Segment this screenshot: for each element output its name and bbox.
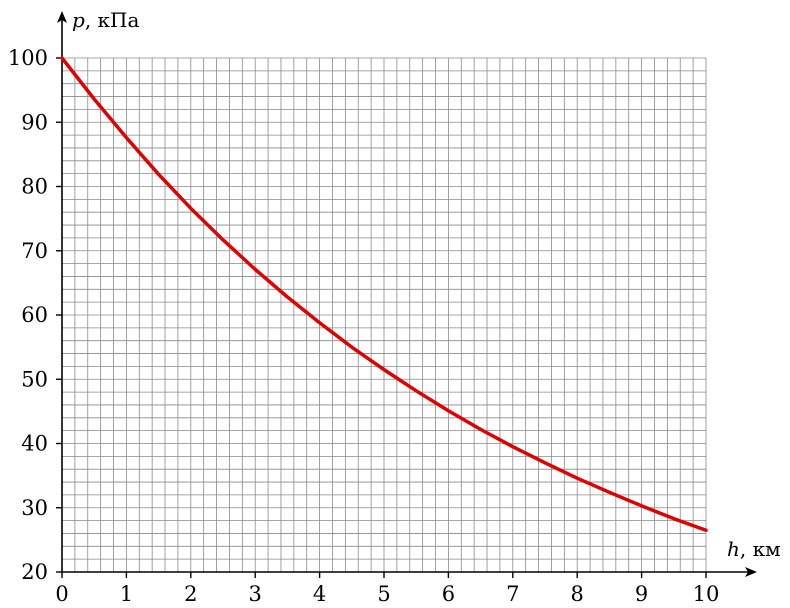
x-axis-arrow-icon <box>745 567 757 577</box>
x-tick-label: 4 <box>313 582 326 606</box>
x-tick-label: 7 <box>506 582 519 606</box>
y-tick-label: 20 <box>21 560 48 584</box>
x-tick-label: 6 <box>442 582 455 606</box>
y-tick-label: 50 <box>21 367 48 391</box>
y-tick-label: 70 <box>21 239 48 263</box>
x-tick-label: 3 <box>249 582 262 606</box>
x-tick-label: 2 <box>184 582 197 606</box>
x-tick-labels: 0 1 2 3 4 5 6 7 8 9 10 <box>55 572 719 606</box>
y-axis-var: p <box>72 8 85 32</box>
y-tick-label: 40 <box>21 432 48 456</box>
x-tick-label: 0 <box>55 582 68 606</box>
x-tick-label: 9 <box>635 582 648 606</box>
x-tick-label: 8 <box>571 582 584 606</box>
y-tick-label: 100 <box>8 46 48 70</box>
y-tick-label: 30 <box>21 496 48 520</box>
x-tick-label: 10 <box>693 582 720 606</box>
grid <box>61 57 707 573</box>
pressure-curve <box>60 56 708 532</box>
series-layer <box>60 56 708 532</box>
y-tick-labels: 20 30 40 50 60 70 80 90 100 <box>8 46 62 584</box>
y-tick-label: 90 <box>21 110 48 134</box>
y-axis-label: p, кПа <box>72 8 139 32</box>
y-tick-label: 60 <box>21 303 48 327</box>
x-axis-label: h, км <box>727 537 781 561</box>
y-tick-label: 80 <box>21 175 48 199</box>
y-axis-arrow-icon <box>57 11 67 23</box>
x-axis-var: h <box>727 537 740 561</box>
x-axis-unit: , км <box>740 537 781 561</box>
y-axis-unit: , кПа <box>85 8 140 32</box>
axes <box>57 11 757 577</box>
x-tick-label: 1 <box>120 582 133 606</box>
x-tick-label: 5 <box>377 582 390 606</box>
